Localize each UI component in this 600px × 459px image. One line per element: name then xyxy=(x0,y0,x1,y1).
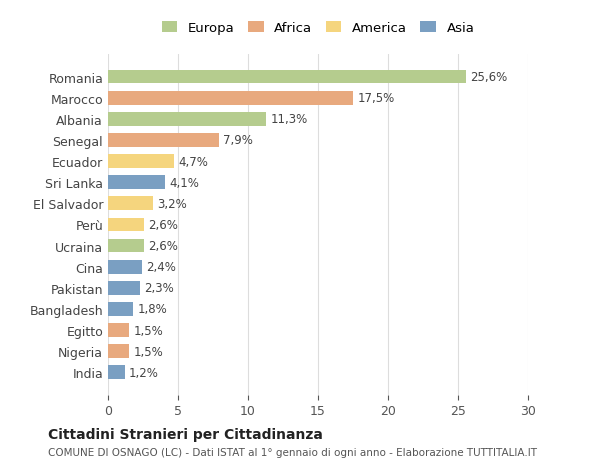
Text: 2,6%: 2,6% xyxy=(149,218,178,231)
Bar xyxy=(108,302,133,316)
Legend: Europa, Africa, America, Asia: Europa, Africa, America, Asia xyxy=(158,17,478,39)
Text: 1,8%: 1,8% xyxy=(137,303,167,316)
Bar xyxy=(108,197,153,211)
Bar xyxy=(108,71,466,84)
Text: 1,5%: 1,5% xyxy=(133,324,163,337)
Bar xyxy=(108,239,145,253)
Bar xyxy=(108,112,266,126)
Bar xyxy=(108,281,140,295)
Bar xyxy=(108,92,353,105)
Text: COMUNE DI OSNAGO (LC) - Dati ISTAT al 1° gennaio di ogni anno - Elaborazione TUT: COMUNE DI OSNAGO (LC) - Dati ISTAT al 1°… xyxy=(48,448,537,458)
Text: 25,6%: 25,6% xyxy=(470,71,508,84)
Text: 3,2%: 3,2% xyxy=(157,197,187,210)
Text: 1,5%: 1,5% xyxy=(133,345,163,358)
Bar xyxy=(108,134,218,147)
Text: 7,9%: 7,9% xyxy=(223,134,253,147)
Bar xyxy=(108,345,129,358)
Text: 1,2%: 1,2% xyxy=(129,366,159,379)
Bar xyxy=(108,176,166,190)
Text: 11,3%: 11,3% xyxy=(271,113,308,126)
Text: 2,3%: 2,3% xyxy=(145,282,174,295)
Text: 4,1%: 4,1% xyxy=(170,176,199,189)
Bar xyxy=(108,260,142,274)
Text: 2,4%: 2,4% xyxy=(146,261,176,274)
Bar xyxy=(108,324,129,337)
Text: 2,6%: 2,6% xyxy=(149,240,178,252)
Text: 17,5%: 17,5% xyxy=(357,92,394,105)
Bar xyxy=(108,155,174,168)
Text: Cittadini Stranieri per Cittadinanza: Cittadini Stranieri per Cittadinanza xyxy=(48,427,323,441)
Text: 4,7%: 4,7% xyxy=(178,155,208,168)
Bar xyxy=(108,366,125,379)
Bar xyxy=(108,218,145,232)
